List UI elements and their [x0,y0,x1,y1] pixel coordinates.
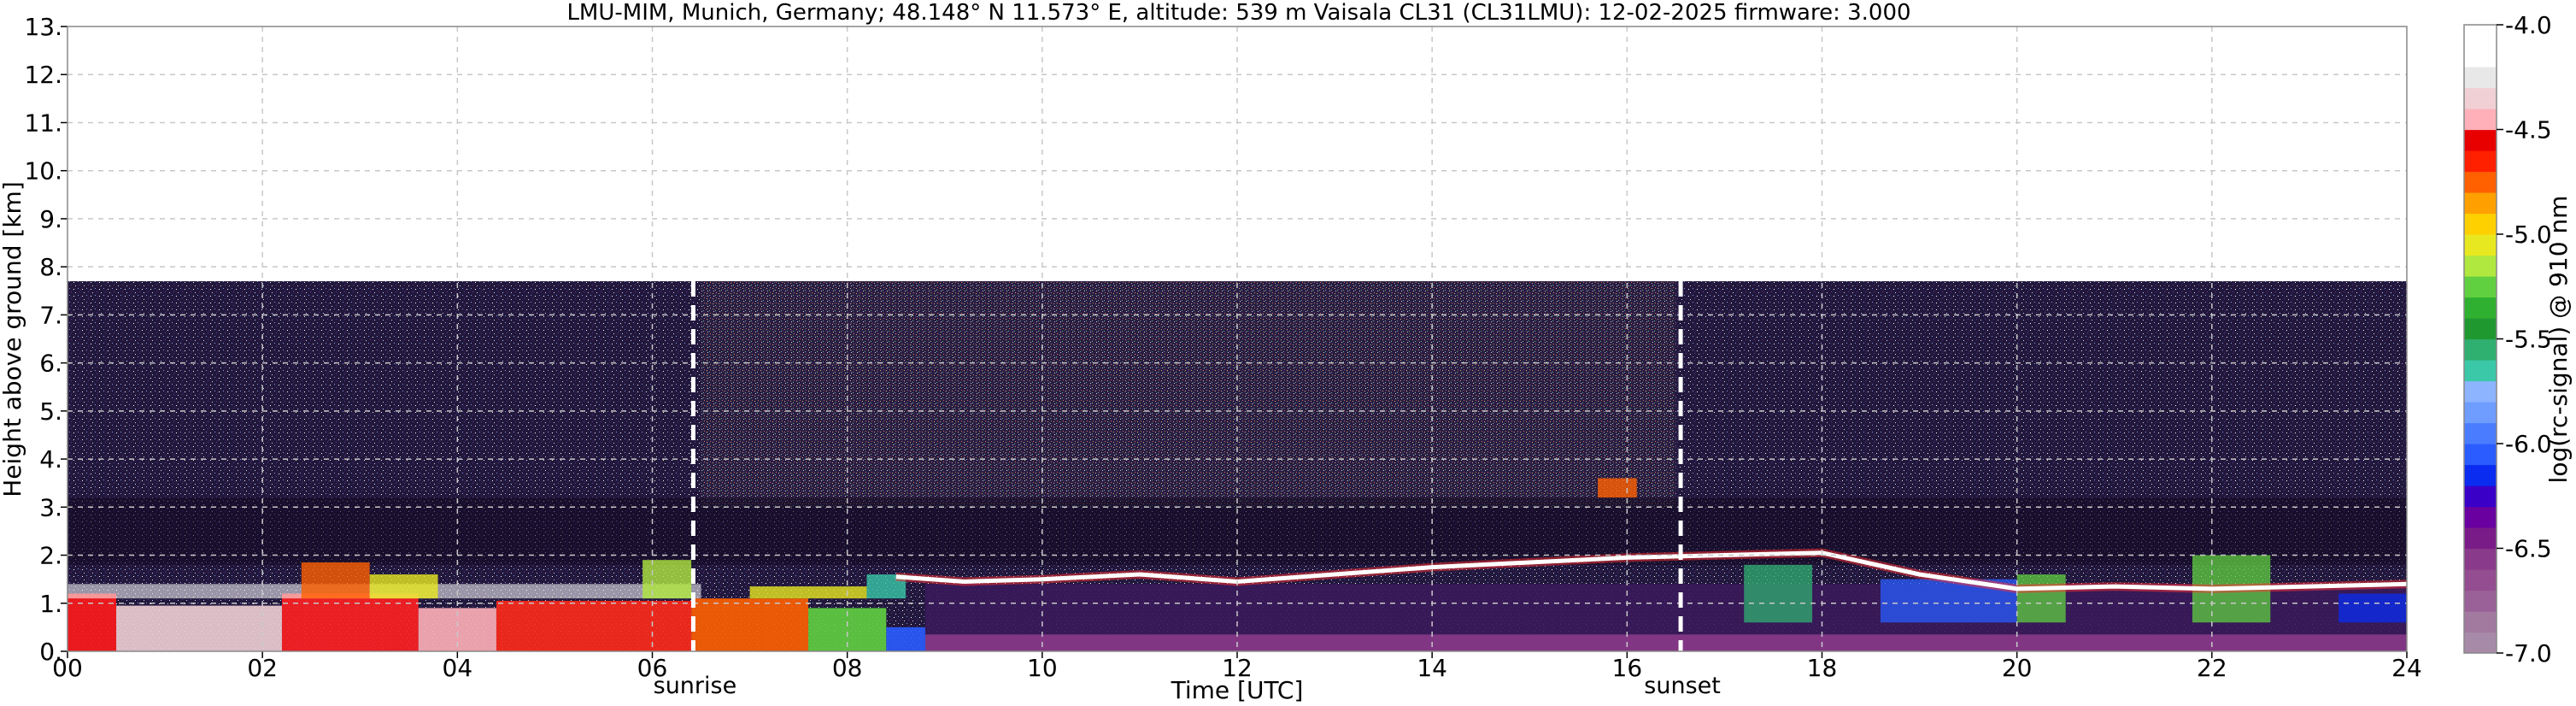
annotation-label: sunset [1644,673,1721,699]
x-tick-label: 24 [2391,654,2422,682]
colorbar-swatch [2464,318,2497,340]
colorbar: -4.0 -4.5 -5.0 -5.5 -6.0 -6.5 -7.0 [2463,11,2552,668]
aerosol-layer [496,600,692,651]
colorbar-tick-label: -7.0 [2505,639,2552,668]
colorbar-tick-label: -4.5 [2505,116,2552,144]
x-tick-label: 02 [247,654,278,682]
aerosol-layer [691,598,809,651]
x-tick-label: 08 [832,654,863,682]
aerosol-layer [281,593,419,651]
cloud-base-line [895,550,2408,591]
colorbar-swatch [2464,548,2497,570]
y-tick-label: 6. [39,350,62,378]
y-tick-label: 5. [39,397,62,426]
aerosol-patch [643,560,692,599]
y-tick-label: 8. [39,253,62,281]
x-tick-label: 06 [637,654,668,682]
annotations: sunrise sunset [654,281,1721,699]
aerosol-patch [2338,593,2407,623]
chart-title: LMU-MIM, Munich, Germany; 48.148° N 11.5… [566,0,1910,26]
colorbar-swatch [2464,192,2497,215]
x-tick-label: 00 [52,654,83,682]
colorbar-swatch [2464,213,2497,235]
x-tick-label: 22 [2197,654,2227,682]
colorbar-swatch [2464,632,2497,654]
annotation-label: sunrise [654,673,737,699]
colorbar-tick-label: -5.5 [2505,326,2552,354]
colorbar-tick-label: -4.0 [2505,11,2552,39]
y-tick-label: 12. [24,61,62,89]
colorbar-swatch [2464,297,2497,319]
colorbar-swatch [2464,380,2497,403]
colorbar-swatch [2464,109,2497,131]
colorbar-swatch [2464,527,2497,550]
colorbar-swatch [2464,67,2497,89]
x-tick-label: 14 [1417,654,1447,682]
colorbar-swatch [2464,255,2497,277]
colorbar-swatch [2464,464,2497,486]
colorbar-swatch [2464,402,2497,424]
x-tick-label: 12 [1222,654,1253,682]
colorbar-swatch [2464,485,2497,508]
x-tick-label: 04 [443,654,473,682]
grid [67,26,2407,651]
x-axis-label: Time [UTC] [1171,676,1304,704]
y-tick-label: 9. [39,205,62,233]
aerosol-patch [749,586,867,599]
y-axis: 0. 1. 2. 3. 4. 5. 6. 7. 8. 9. 10. 11. 12. 13. [24,13,67,666]
colorbar-swatch [2464,338,2497,361]
y-axis-label: Height above ground [km] [0,181,26,497]
cloud-patch [1598,478,1637,498]
y-tick-label: 0. [39,638,62,666]
x-tick-label: 10 [1027,654,1058,682]
x-tick-label: 16 [1612,654,1643,682]
x-tick-label: 18 [1807,654,1838,682]
colorbar-tick-label: -5.0 [2505,221,2552,249]
daytime-noise-region [701,281,1676,508]
colorbar-swatch [2464,87,2497,109]
colorbar-swatch [2464,129,2497,151]
y-tick-label: 3. [39,493,62,521]
colorbar-swatch [2464,171,2497,193]
aerosol-layer [116,605,282,651]
aerosol-patch [1744,564,1813,623]
colorbar-swatch [2464,276,2497,298]
y-tick-label: 2. [39,542,62,570]
aerosol-layer [886,627,925,651]
aerosol-patch [2016,574,2066,623]
y-tick-label: 10. [24,157,62,185]
y-tick-label: 11. [24,109,62,137]
colorbar-swatch [2464,611,2497,633]
colorbar-swatch [2464,25,2497,47]
colorbar-label: log(rc-signal) @ 910 nm [2544,196,2573,484]
colorbar-swatch [2464,234,2497,256]
y-tick-label: 13. [24,13,62,41]
colorbar-swatch [2464,569,2497,591]
colorbar-swatch [2464,360,2497,382]
colorbar-swatch [2464,590,2497,612]
y-tick-label: 1. [39,590,62,618]
x-tick-label: 20 [2002,654,2033,682]
colorbar-swatch [2464,444,2497,466]
colorbar-tick-label: -6.5 [2505,535,2552,563]
colorbar-tick-label: -6.0 [2505,430,2552,458]
y-tick-label: 4. [39,445,62,474]
aerosol-patch [301,562,370,599]
aerosol-patch [369,574,438,599]
plot-frame [67,26,2408,652]
surface-layer [924,634,2407,651]
colorbar-swatch [2464,45,2497,68]
x-axis: 00 02 04 06 08 10 12 14 16 18 20 22 24 [52,651,2422,682]
colorbar-swatch [2464,422,2497,444]
y-tick-label: 7. [39,301,62,329]
colorbar-swatch [2464,150,2497,173]
aerosol-layer [67,593,117,651]
colorbar-swatch [2464,506,2497,528]
